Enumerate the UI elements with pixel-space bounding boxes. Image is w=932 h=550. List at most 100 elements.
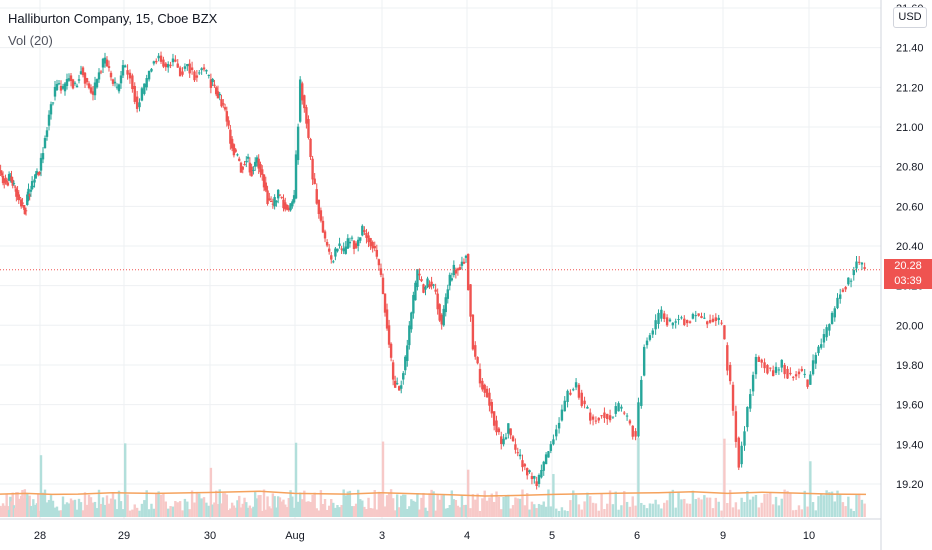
- volume-bar: [410, 499, 413, 517]
- volume-bar: [15, 492, 18, 517]
- time-axis[interactable]: 28 29 30 Aug 3 4 5 6 9 10: [34, 530, 815, 542]
- candle: [241, 166, 244, 174]
- volume-bar: [516, 498, 519, 517]
- volume-bar: [121, 509, 125, 517]
- candle: [33, 174, 36, 188]
- volume-bar: [205, 502, 208, 517]
- volume-bar: [737, 509, 740, 517]
- volume-bar: [171, 506, 175, 517]
- volume-bar: [35, 503, 39, 517]
- candle: [783, 362, 786, 379]
- candle: [371, 240, 374, 253]
- currency-button[interactable]: USD: [893, 7, 927, 28]
- volume-bar: [438, 499, 441, 517]
- volume-bar: [268, 506, 271, 517]
- symbol-title[interactable]: Halliburton Company, 15, Cboe BZX: [8, 11, 218, 26]
- candle: [614, 402, 617, 417]
- volume-bar: [434, 510, 437, 517]
- volume-bar: [483, 490, 486, 517]
- price-axis[interactable]: 21.6021.4021.2021.0020.8020.6020.4020.20…: [896, 3, 924, 491]
- volume-bar: [654, 499, 657, 517]
- candle: [478, 363, 482, 388]
- candle: [4, 174, 7, 185]
- volume-bar: [213, 502, 216, 517]
- volume-bar: [528, 509, 531, 517]
- volume-bar: [257, 495, 260, 517]
- volume-bar: [711, 508, 715, 517]
- candle: [271, 198, 275, 209]
- candle: [150, 67, 153, 73]
- candle: [126, 64, 129, 80]
- candle: [495, 415, 498, 436]
- candle: [186, 63, 189, 71]
- x-tick-label: 9: [720, 530, 726, 542]
- candle: [0, 164, 2, 177]
- candle: [743, 426, 746, 451]
- volume-bar: [241, 503, 244, 517]
- candle: [24, 207, 28, 216]
- candle: [760, 358, 763, 368]
- candle: [560, 404, 564, 422]
- candle: [55, 79, 59, 91]
- candle: [356, 236, 360, 252]
- candle: [694, 310, 697, 322]
- candle: [93, 76, 97, 101]
- candle: [714, 313, 718, 326]
- candle: [654, 314, 657, 335]
- candle: [516, 447, 519, 457]
- volume-bar: [789, 493, 792, 517]
- volume-bar: [245, 502, 248, 517]
- volume-bar: [51, 500, 55, 517]
- volume-bar: [234, 507, 237, 517]
- x-tick-label: 5: [549, 530, 555, 542]
- volume-bar: [540, 504, 543, 517]
- candle: [51, 102, 55, 106]
- candle: [703, 312, 706, 320]
- volume-bar: [59, 510, 63, 517]
- candle: [426, 276, 429, 289]
- volume-bar: [509, 508, 512, 517]
- candle: [26, 191, 29, 206]
- x-tick-label: 3: [379, 530, 385, 542]
- volume-bar: [262, 489, 266, 517]
- candle: [786, 366, 789, 380]
- candle: [424, 285, 427, 296]
- candle: [847, 277, 850, 286]
- candle: [645, 337, 649, 349]
- volume-bar: [113, 499, 117, 517]
- chart-legend: Halliburton Company, 15, Cboe BZX Vol (2…: [8, 8, 217, 52]
- volume-indicator-label[interactable]: Vol (20): [8, 33, 53, 48]
- candle: [140, 86, 144, 102]
- volume-bar: [195, 491, 199, 517]
- volume-bar: [533, 504, 536, 517]
- volume-bar: [777, 505, 781, 517]
- volume-bar: [809, 461, 812, 517]
- candle: [296, 123, 300, 165]
- volume-bar: [466, 469, 470, 517]
- volume-bar: [229, 508, 232, 517]
- candle: [1, 171, 5, 186]
- candle: [466, 253, 470, 291]
- volume-bar: [186, 501, 189, 517]
- candle: [720, 319, 723, 326]
- volume-bar: [99, 503, 103, 517]
- volume-bar: [95, 508, 99, 517]
- volume-bar: [432, 491, 435, 517]
- candle: [620, 404, 623, 412]
- volume-bar: [5, 494, 8, 517]
- candle: [23, 205, 27, 215]
- volume-bar: [743, 501, 746, 517]
- x-tick-label: 28: [34, 530, 46, 542]
- volume-bar: [381, 441, 385, 517]
- candle: [648, 332, 652, 342]
- candle: [259, 161, 262, 178]
- volume-bar: [685, 503, 689, 517]
- candle: [462, 258, 466, 265]
- volume-bar: [648, 503, 652, 517]
- candle: [229, 124, 232, 150]
- candle: [59, 80, 63, 94]
- candle: [0, 170, 4, 178]
- volume-bar: [495, 491, 498, 517]
- candle: [105, 56, 109, 67]
